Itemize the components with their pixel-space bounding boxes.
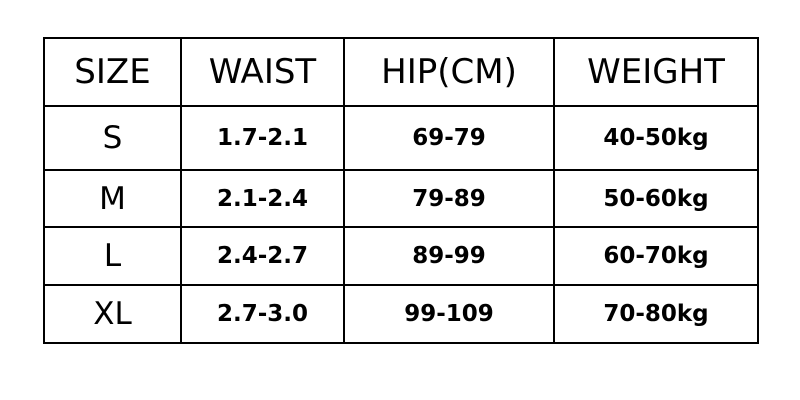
hip-cell: 99-109 xyxy=(343,284,555,344)
weight-cell: 40-50kg xyxy=(553,105,759,171)
size-cell: XL xyxy=(43,284,182,344)
header-waist: WAIST xyxy=(180,37,345,107)
hip-cell: 69-79 xyxy=(343,105,555,171)
header-hip: HIP(CM) xyxy=(343,37,555,107)
table-row: M 2.1-2.4 79-89 50-60kg xyxy=(43,169,759,228)
weight-cell: 70-80kg xyxy=(553,284,759,344)
table-row: XL 2.7-3.0 99-109 70-80kg xyxy=(43,284,759,344)
waist-cell: 2.1-2.4 xyxy=(180,169,345,228)
header-size: SIZE xyxy=(43,37,182,107)
hip-cell: 79-89 xyxy=(343,169,555,228)
weight-cell: 50-60kg xyxy=(553,169,759,228)
waist-cell: 2.7-3.0 xyxy=(180,284,345,344)
header-weight: WEIGHT xyxy=(553,37,759,107)
waist-cell: 2.4-2.7 xyxy=(180,226,345,286)
waist-cell: 1.7-2.1 xyxy=(180,105,345,171)
table-row: S 1.7-2.1 69-79 40-50kg xyxy=(43,105,759,171)
size-cell: M xyxy=(43,169,182,228)
header-row: SIZE WAIST HIP(CM) WEIGHT xyxy=(43,37,759,107)
table-row: L 2.4-2.7 89-99 60-70kg xyxy=(43,226,759,286)
size-cell: L xyxy=(43,226,182,286)
size-cell: S xyxy=(43,105,182,171)
hip-cell: 89-99 xyxy=(343,226,555,286)
weight-cell: 60-70kg xyxy=(553,226,759,286)
size-chart-table: SIZE WAIST HIP(CM) WEIGHT S 1.7-2.1 69-7… xyxy=(43,37,759,344)
